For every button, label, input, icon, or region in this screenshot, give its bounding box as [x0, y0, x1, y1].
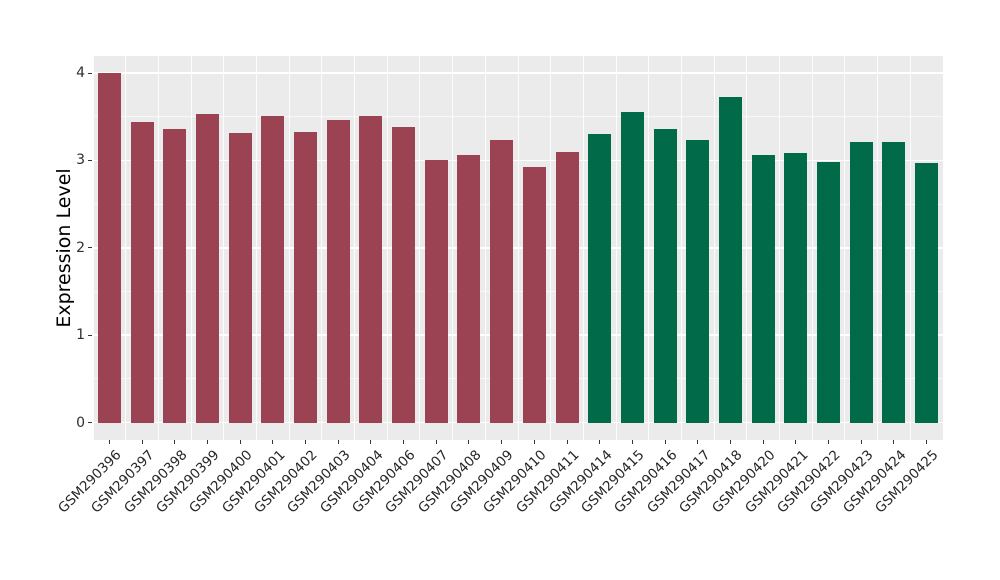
vertical-gridline [746, 56, 748, 440]
bar-GSM290409 [490, 140, 514, 423]
bar-GSM290404 [359, 115, 383, 423]
x-tick-mark [762, 440, 764, 444]
vertical-gridline [877, 56, 879, 440]
vertical-gridline [419, 56, 421, 440]
vertical-gridline [223, 56, 225, 440]
x-tick-mark [206, 440, 208, 444]
vertical-gridline [92, 56, 94, 440]
x-tick-mark [631, 440, 633, 444]
y-tick-mark [88, 159, 92, 161]
vertical-gridline [779, 56, 781, 440]
vertical-gridline [942, 56, 944, 440]
x-tick-mark [403, 440, 405, 444]
bar-GSM290408 [457, 155, 481, 423]
x-tick-mark [566, 440, 568, 444]
vertical-gridline [190, 56, 192, 440]
bar-GSM290403 [326, 120, 350, 423]
y-tick-label: 1 [76, 327, 85, 344]
vertical-gridline [844, 56, 846, 440]
x-tick-mark [108, 440, 110, 444]
vertical-gridline [909, 56, 911, 440]
bar-GSM290418 [719, 97, 742, 423]
x-tick-mark [533, 440, 535, 444]
x-tick-mark [468, 440, 470, 444]
vertical-gridline [125, 56, 127, 440]
vertical-gridline [648, 56, 650, 440]
vertical-gridline [452, 56, 454, 440]
bar-GSM290401 [261, 115, 285, 423]
vertical-gridline [288, 56, 290, 440]
vertical-gridline [680, 56, 682, 440]
y-tick-mark [88, 247, 92, 249]
x-tick-mark [272, 440, 274, 444]
vertical-gridline [255, 56, 257, 440]
bar-GSM290411 [555, 151, 579, 423]
vertical-gridline [811, 56, 813, 440]
vertical-gridline [321, 56, 323, 440]
x-tick-mark [730, 440, 731, 444]
bar-GSM290415 [620, 112, 644, 423]
y-tick-mark [88, 422, 92, 424]
bar-GSM290396 [97, 73, 121, 423]
vertical-gridline [615, 56, 617, 440]
bar-GSM290400 [228, 133, 252, 423]
bar-GSM290417 [686, 140, 710, 423]
vertical-gridline [354, 56, 356, 440]
bar-GSM290421 [784, 153, 808, 423]
x-tick-mark [239, 440, 241, 444]
x-tick-mark [599, 440, 601, 444]
bar-GSM290423 [849, 142, 873, 423]
vertical-gridline [517, 56, 519, 440]
plot-panel [92, 56, 944, 440]
y-tick-mark [88, 334, 92, 336]
x-tick-mark [174, 440, 176, 444]
bar-GSM290402 [294, 131, 317, 423]
bar-GSM290422 [817, 162, 841, 423]
x-tick-mark [926, 440, 928, 444]
x-tick-mark [795, 440, 797, 444]
x-tick-mark [370, 440, 372, 444]
x-tick-mark [893, 440, 895, 444]
vertical-gridline [550, 56, 552, 440]
y-tick-label: 4 [76, 65, 85, 81]
vertical-gridline [157, 56, 159, 440]
vertical-gridline [484, 56, 486, 440]
bar-GSM290410 [522, 167, 546, 423]
vertical-gridline [713, 56, 715, 440]
x-tick-mark [141, 440, 143, 444]
bar-GSM290397 [130, 121, 154, 423]
bar-GSM290416 [653, 128, 677, 423]
bar-GSM290399 [195, 114, 219, 423]
y-tick-label: 2 [76, 239, 85, 256]
x-tick-mark [435, 440, 437, 444]
bar-GSM290398 [163, 128, 187, 423]
x-tick-mark [664, 440, 666, 444]
bar-GSM290424 [882, 142, 906, 423]
y-tick-mark [88, 72, 92, 74]
x-tick-mark [697, 440, 699, 444]
bar-GSM290407 [424, 159, 448, 423]
bar-GSM290420 [751, 155, 775, 423]
bar-GSM290414 [588, 134, 612, 423]
y-tick-label: 0 [76, 414, 85, 431]
bar-GSM290406 [392, 127, 416, 423]
x-tick-mark [501, 440, 503, 444]
x-tick-mark [305, 440, 306, 444]
y-tick-label: 3 [76, 152, 85, 169]
bar-GSM290425 [915, 163, 939, 423]
x-tick-mark [860, 440, 862, 444]
x-tick-mark [828, 440, 830, 444]
vertical-gridline [386, 56, 388, 440]
x-tick-mark [337, 440, 339, 444]
vertical-gridline [582, 56, 584, 440]
